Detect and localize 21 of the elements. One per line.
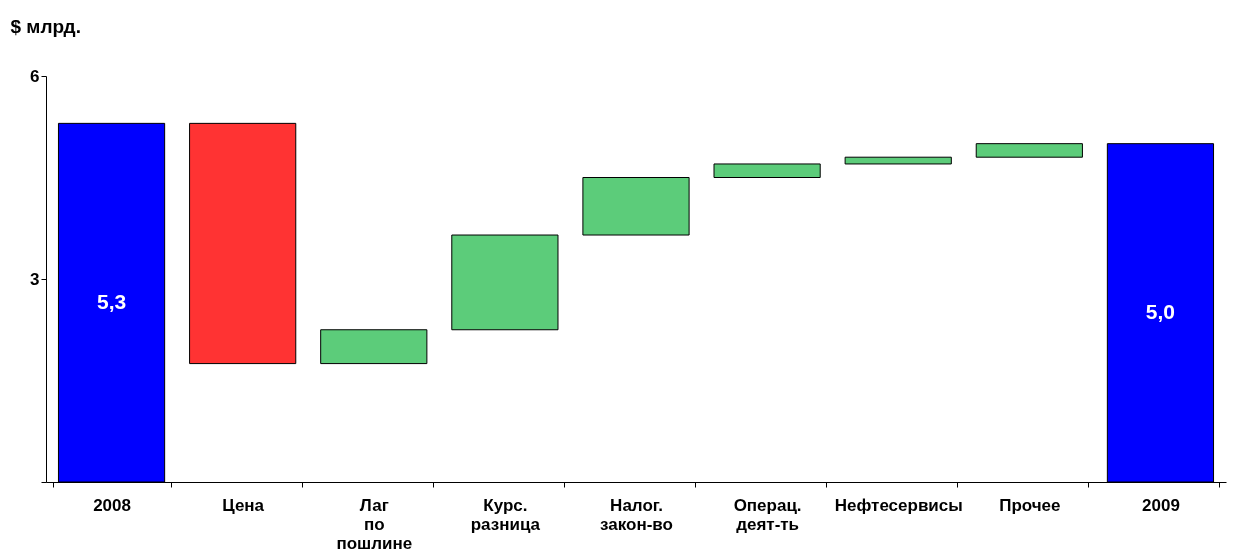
x-tick-label: Прочее xyxy=(999,495,1061,515)
y-axis-title: $ млрд. xyxy=(10,15,81,37)
bar xyxy=(713,163,821,178)
bar xyxy=(451,234,559,331)
bar xyxy=(844,156,952,165)
x-tick-label: Цена xyxy=(222,495,265,515)
x-tick-label: Курс. разница xyxy=(470,495,541,534)
x-tick-label: Лаг по пошлине xyxy=(336,495,413,553)
x-tick-label: Нефтесервисы xyxy=(834,495,963,515)
x-tick-label: 2009 xyxy=(1142,495,1180,515)
y-tick-label: 3 xyxy=(30,269,40,289)
data-label: 5,3 xyxy=(96,289,127,313)
x-tick-label: 2008 xyxy=(93,495,131,515)
x-tick-label: Операц. деят-ть xyxy=(733,495,802,534)
bar xyxy=(975,143,1083,158)
x-tick-label: Налог. закон-во xyxy=(600,495,673,534)
data-label: 5,0 xyxy=(1145,299,1176,323)
bar xyxy=(320,329,428,365)
bar xyxy=(582,177,690,236)
y-tick-label: 6 xyxy=(30,66,40,86)
bar xyxy=(189,122,297,365)
